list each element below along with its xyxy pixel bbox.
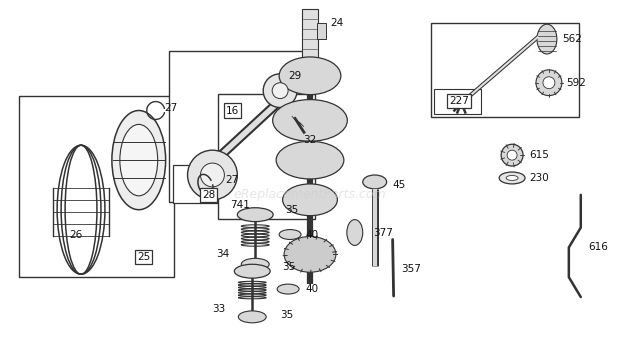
Bar — [432, 23, 579, 118]
Text: 616: 616 — [589, 243, 609, 252]
Circle shape — [501, 144, 523, 166]
Text: 26: 26 — [69, 230, 82, 239]
Ellipse shape — [284, 237, 336, 272]
Text: 32: 32 — [303, 135, 317, 145]
Text: 45: 45 — [392, 180, 406, 190]
Bar — [218, 94, 315, 219]
Text: 34: 34 — [216, 250, 229, 259]
Text: eReplacementParts.com: eReplacementParts.com — [234, 188, 386, 201]
Ellipse shape — [283, 184, 337, 216]
Text: 29: 29 — [288, 71, 302, 81]
Ellipse shape — [499, 172, 525, 184]
Text: 592: 592 — [566, 78, 586, 88]
Ellipse shape — [277, 284, 299, 294]
Bar — [172, 165, 250, 203]
Text: 25: 25 — [137, 252, 151, 262]
Ellipse shape — [279, 230, 301, 239]
Circle shape — [200, 163, 224, 187]
Ellipse shape — [363, 175, 387, 189]
Circle shape — [188, 150, 237, 200]
Ellipse shape — [347, 220, 363, 245]
Text: 28: 28 — [202, 190, 215, 200]
Ellipse shape — [238, 311, 266, 323]
Text: 27: 27 — [164, 103, 177, 112]
Text: 24: 24 — [330, 18, 343, 28]
Text: 16: 16 — [226, 105, 239, 116]
Circle shape — [264, 74, 297, 108]
Ellipse shape — [273, 100, 347, 141]
Text: 615: 615 — [529, 150, 549, 160]
Text: 35: 35 — [285, 205, 298, 215]
Bar — [169, 51, 311, 202]
Text: 40: 40 — [305, 230, 318, 239]
Ellipse shape — [120, 124, 157, 196]
Text: 35: 35 — [282, 262, 295, 272]
Bar — [435, 89, 481, 114]
Text: 377: 377 — [373, 228, 392, 238]
Text: 357: 357 — [402, 264, 422, 274]
Text: 562: 562 — [562, 34, 582, 44]
Ellipse shape — [279, 57, 341, 95]
Circle shape — [543, 77, 555, 89]
Bar — [317, 23, 326, 39]
Circle shape — [507, 150, 517, 160]
Text: 230: 230 — [529, 173, 549, 183]
Text: 35: 35 — [280, 310, 293, 320]
Circle shape — [536, 70, 562, 96]
Text: 227: 227 — [450, 96, 469, 105]
Ellipse shape — [237, 208, 273, 222]
Ellipse shape — [276, 141, 344, 179]
Ellipse shape — [506, 175, 518, 181]
Text: 741: 741 — [231, 200, 250, 210]
Ellipse shape — [537, 24, 557, 54]
Text: 27: 27 — [226, 175, 239, 185]
Bar — [19, 96, 174, 277]
Ellipse shape — [234, 264, 270, 278]
Circle shape — [272, 83, 288, 98]
Ellipse shape — [241, 258, 269, 270]
Text: 40: 40 — [305, 284, 318, 294]
Bar — [302, 9, 318, 64]
Text: 33: 33 — [212, 304, 225, 314]
Ellipse shape — [112, 111, 166, 210]
